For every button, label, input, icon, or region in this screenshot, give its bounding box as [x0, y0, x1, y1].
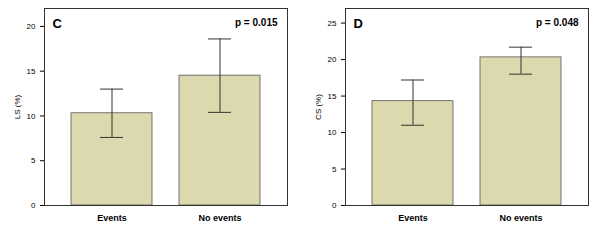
svg-text:15: 15	[328, 92, 337, 101]
svg-text:p = 0.015: p = 0.015	[235, 17, 278, 28]
svg-text:Events: Events	[97, 213, 127, 223]
svg-text:10: 10	[27, 112, 36, 121]
svg-text:CS (%): CS (%)	[314, 94, 323, 120]
svg-text:LS (%): LS (%)	[13, 94, 22, 119]
svg-text:No events: No events	[198, 213, 241, 223]
svg-text:15: 15	[27, 67, 36, 76]
svg-text:5: 5	[31, 156, 36, 165]
svg-text:0: 0	[332, 201, 337, 210]
svg-text:10: 10	[328, 128, 337, 137]
svg-text:20: 20	[27, 22, 36, 31]
svg-text:25: 25	[328, 19, 337, 28]
svg-text:20: 20	[328, 55, 337, 64]
svg-text:C: C	[53, 16, 63, 31]
svg-text:Events: Events	[398, 213, 428, 223]
svg-text:5: 5	[332, 165, 337, 174]
svg-text:0: 0	[31, 201, 36, 210]
svg-text:No events: No events	[499, 213, 542, 223]
svg-text:D: D	[354, 16, 363, 31]
svg-text:p = 0.048: p = 0.048	[536, 17, 579, 28]
